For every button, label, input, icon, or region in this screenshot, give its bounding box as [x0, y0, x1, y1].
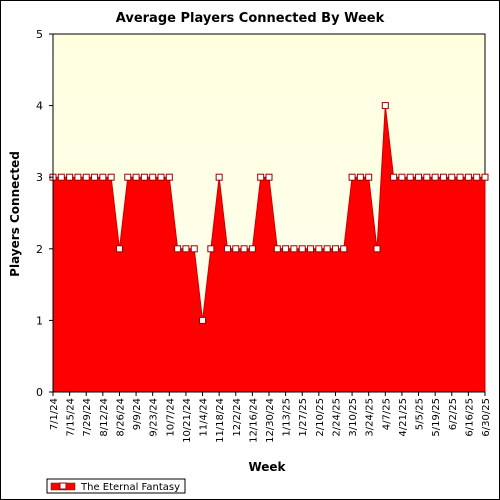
data-point: [315, 245, 323, 253]
data-point: [82, 173, 90, 181]
data-point: [439, 173, 447, 181]
data-point: [423, 173, 431, 181]
legend-box: [46, 478, 186, 494]
chart-title: Average Players Connected By Week: [116, 11, 385, 26]
x-axis-ticks: 7/1/24 7/15/24 7/29/24 8/12/24 8/26/24 9/9/24…: [49, 392, 492, 443]
data-point: [323, 245, 331, 253]
x-tick-label: 5/5/25: [415, 398, 426, 430]
data-point: [348, 173, 356, 181]
data-point: [232, 245, 240, 253]
x-tick-label: 7/29/24: [82, 398, 93, 437]
x-tick-label: 11/18/24: [215, 398, 226, 443]
y-tick-label: 5: [36, 28, 43, 41]
data-point: [190, 245, 198, 253]
data-point: [298, 245, 306, 253]
data-point: [406, 173, 414, 181]
legend-marker-icon: [59, 482, 67, 490]
x-tick-label: 4/21/25: [398, 398, 409, 437]
data-point: [140, 173, 148, 181]
data-point: [182, 245, 190, 253]
data-point: [340, 245, 348, 253]
data-point: [431, 173, 439, 181]
y-tick-label: 3: [36, 171, 43, 184]
data-point: [290, 245, 298, 253]
data-point: [223, 245, 231, 253]
data-point: [74, 173, 82, 181]
x-tick-label: 6/2/25: [448, 398, 459, 430]
y-tick-label: 0: [36, 386, 43, 399]
x-tick-label: 8/26/24: [115, 398, 126, 437]
data-point: [132, 173, 140, 181]
data-point: [157, 173, 165, 181]
x-tick-label: 9/9/24: [132, 398, 143, 430]
data-point: [456, 173, 464, 181]
x-tick-label: 11/4/24: [199, 398, 210, 437]
legend: The Eternal Fantasy: [46, 478, 186, 494]
legend-entry-label: The Eternal Fantasy: [80, 482, 180, 493]
x-tick-label: 4/7/25: [381, 398, 392, 430]
x-tick-label: 1/27/25: [298, 398, 309, 437]
data-point: [165, 173, 173, 181]
data-point: [365, 173, 373, 181]
x-tick-label: 3/24/25: [365, 398, 376, 437]
x-tick-label: 8/12/24: [99, 398, 110, 437]
data-point: [215, 173, 223, 181]
data-point: [66, 173, 74, 181]
data-point: [415, 173, 423, 181]
x-tick-label: 12/2/24: [232, 398, 243, 437]
y-tick-label: 4: [36, 100, 43, 113]
x-tick-label: 1/13/25: [282, 398, 293, 437]
data-point: [240, 245, 248, 253]
data-point: [115, 245, 123, 253]
x-tick-label: 10/21/24: [182, 398, 193, 443]
data-point: [199, 316, 207, 324]
data-point: [331, 245, 339, 253]
x-tick-label: 7/15/24: [66, 398, 77, 437]
data-point: [473, 173, 481, 181]
data-point: [207, 245, 215, 253]
data-point: [381, 102, 389, 110]
x-tick-label: 2/10/25: [315, 398, 326, 437]
x-tick-label: 6/30/25: [481, 398, 492, 437]
data-point: [398, 173, 406, 181]
data-point: [464, 173, 472, 181]
data-point: [124, 173, 132, 181]
data-point: [390, 173, 398, 181]
data-point: [99, 173, 107, 181]
data-point: [57, 173, 65, 181]
y-tick-label: 2: [36, 243, 43, 256]
data-point: [373, 245, 381, 253]
x-tick-label: 2/24/25: [331, 398, 342, 437]
x-axis-label: Week: [248, 460, 286, 474]
data-point: [307, 245, 315, 253]
x-tick-label: 6/16/25: [464, 398, 475, 437]
x-tick-label: 9/23/24: [149, 398, 160, 437]
x-tick-label: 10/7/24: [165, 398, 176, 437]
data-point: [282, 245, 290, 253]
y-axis-ticks: 0 1 2 3 4 5: [36, 28, 53, 399]
data-point: [265, 173, 273, 181]
data-point: [481, 173, 489, 181]
data-point: [448, 173, 456, 181]
y-axis-label: Players Connected: [8, 151, 22, 277]
data-point: [174, 245, 182, 253]
marker-layer: [49, 102, 489, 324]
data-point: [107, 173, 115, 181]
y-tick-label: 1: [36, 314, 43, 327]
x-tick-label: 12/30/24: [265, 398, 276, 443]
data-point: [149, 173, 157, 181]
data-point: [273, 245, 281, 253]
x-tick-label: 5/19/25: [431, 398, 442, 437]
x-tick-label: 3/10/25: [348, 398, 359, 437]
x-tick-label: 12/16/24: [248, 398, 259, 443]
x-tick-label: 7/1/24: [49, 398, 60, 430]
data-point: [257, 173, 265, 181]
data-point: [91, 173, 99, 181]
data-point: [248, 245, 256, 253]
data-point: [356, 173, 364, 181]
